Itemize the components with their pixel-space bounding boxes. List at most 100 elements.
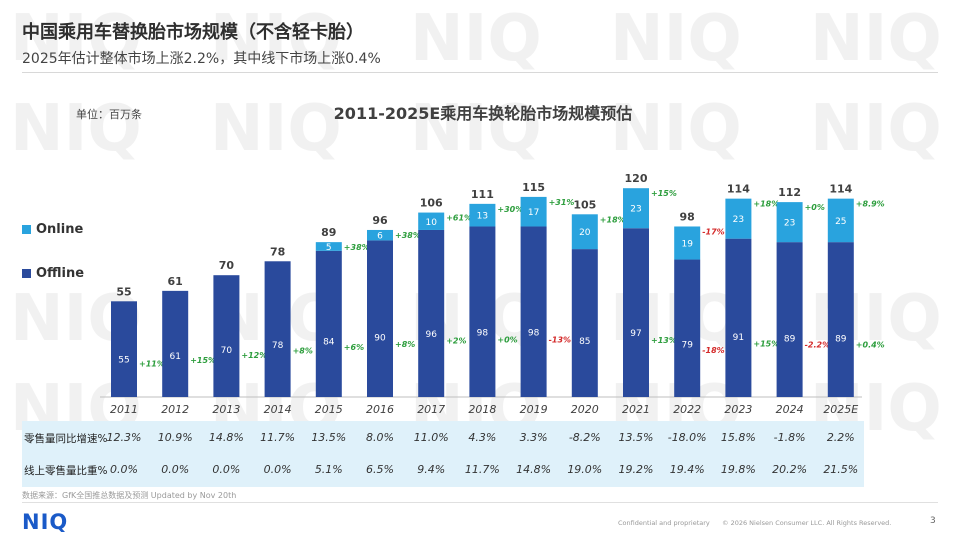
table-row-online-share: 线上零售量比重% 0.0% 0.0% 0.0% 0.0% 5.1% 6.5% 9.4% 11.… bbox=[22, 453, 864, 487]
page-title: 中国乘用车替换胎市场规模（不含轻卡胎） bbox=[22, 22, 364, 43]
bar-online-2017 bbox=[418, 212, 445, 230]
bar-offline-2016 bbox=[367, 240, 393, 397]
offline-growth-label-2024: -2.2% bbox=[805, 340, 831, 349]
table-cell-1-2020: 19.0% bbox=[567, 463, 603, 476]
online-value-label-2018: 13 bbox=[477, 212, 488, 222]
legend-label-offline: Offline bbox=[36, 265, 85, 281]
chart-title: 2011-2025E乘用车换轮胎市场规模预估 bbox=[333, 104, 633, 123]
offline-growth-label-2022: -18% bbox=[702, 346, 724, 355]
bar-online-2024 bbox=[776, 202, 803, 243]
table-cell-1-2016: 6.5% bbox=[366, 463, 394, 476]
bar-offline-2018 bbox=[469, 226, 496, 397]
online-growth-label-2020: +18% bbox=[600, 215, 626, 224]
total-label-2011: 55 bbox=[116, 285, 131, 298]
x-tick-label-2023: 2023 bbox=[724, 403, 752, 416]
offline-value-label-2016: 90 bbox=[374, 334, 386, 344]
total-label-2018: 111 bbox=[471, 188, 494, 201]
x-tick-label-2024: 2024 bbox=[776, 403, 804, 416]
row-label-online-share: 线上零售量比重% bbox=[24, 464, 108, 477]
offline-value-label-2012: 61 bbox=[169, 352, 180, 362]
table-row-yoy: 零售量同比增速% 12.3% 10.9% 14.8% 11.7% 13.5% 8.0% 11… bbox=[22, 421, 864, 455]
bar-offline-2014 bbox=[264, 261, 291, 397]
table-cell-0-2020: -8.2% bbox=[568, 431, 601, 444]
total-label-2021: 120 bbox=[625, 172, 648, 185]
bar-offline-2019 bbox=[520, 226, 547, 397]
online-growth-label-2017: +61% bbox=[446, 214, 472, 223]
table-cell-0-2023: 15.8% bbox=[720, 431, 756, 444]
table-cell-0-2019: 3.3% bbox=[519, 431, 548, 444]
bar-online-2025E bbox=[827, 198, 854, 243]
table-cell-1-2012: 0.0% bbox=[161, 463, 190, 476]
offline-value-label-2018: 98 bbox=[477, 329, 489, 339]
table-cell-0-2012: 10.9% bbox=[157, 431, 193, 444]
offline-growth-label-2023: +15% bbox=[753, 339, 779, 348]
chart-legend: Online Offline bbox=[22, 218, 84, 306]
total-label-2016: 96 bbox=[372, 214, 388, 227]
data-source: 数据来源：GfK全国推总数据及预测 Updated by Nov 20th bbox=[22, 491, 237, 500]
total-label-2020: 105 bbox=[573, 198, 596, 211]
total-label-2023: 114 bbox=[727, 183, 750, 196]
x-tick-label-2018: 2018 bbox=[468, 403, 496, 416]
bar-offline-2015 bbox=[315, 250, 342, 397]
footer-divider bbox=[22, 502, 938, 503]
table-cell-1-2018: 11.7% bbox=[464, 463, 500, 476]
total-label-2017: 106 bbox=[420, 197, 443, 210]
x-tick-label-2021: 2021 bbox=[622, 403, 650, 416]
table-cell-1-2015: 5.1% bbox=[314, 463, 343, 476]
online-value-label-2015: 5 bbox=[326, 243, 332, 253]
table-cell-1-2024: 20.2% bbox=[772, 463, 808, 476]
online-value-label-2024: 23 bbox=[784, 219, 795, 229]
offline-growth-label-2018: +0% bbox=[497, 335, 517, 344]
online-growth-label-2024: +0% bbox=[805, 203, 825, 212]
x-tick-label-2015: 2015 bbox=[315, 403, 343, 416]
bar-online-2022 bbox=[674, 226, 701, 260]
total-label-2012: 61 bbox=[168, 275, 183, 288]
table-cell-0-2021: 13.5% bbox=[618, 431, 654, 444]
offline-value-label-2020: 85 bbox=[579, 337, 590, 347]
table-cell-1-2011: 0.0% bbox=[110, 463, 138, 476]
total-label-2022: 98 bbox=[680, 210, 695, 223]
bar-offline-2011 bbox=[111, 301, 137, 397]
offline-value-label-2021: 97 bbox=[630, 329, 641, 339]
total-label-2019: 115 bbox=[522, 181, 545, 194]
table-cell-0-2013: 14.8% bbox=[208, 431, 244, 444]
x-tick-label-2014: 2014 bbox=[264, 403, 292, 416]
table-cell-0-2015: 13.5% bbox=[311, 431, 347, 444]
niq-logo: NIQ bbox=[22, 510, 69, 534]
total-label-2015: 89 bbox=[321, 226, 336, 239]
offline-growth-label-2025E: +0.4% bbox=[856, 340, 885, 349]
legend-label-online: Online bbox=[36, 221, 84, 237]
unit-label: 单位：百万条 bbox=[76, 108, 142, 121]
online-value-label-2016: 6 bbox=[377, 232, 383, 242]
table-cell-0-2022: -18.0% bbox=[667, 431, 707, 444]
title-divider bbox=[22, 72, 938, 73]
table-cell-0-2014: 11.7% bbox=[260, 431, 296, 444]
x-tick-label-2025E: 2025E bbox=[823, 403, 858, 416]
legend-item-online: Online bbox=[22, 218, 84, 240]
x-tick-label-2020: 2020 bbox=[571, 403, 599, 416]
online-growth-label-2018: +30% bbox=[497, 205, 523, 214]
bar-online-2015 bbox=[315, 242, 342, 251]
bar-online-2018 bbox=[469, 203, 496, 227]
online-growth-label-2025E: +8.9% bbox=[856, 200, 885, 209]
offline-growth-label-2015: +6% bbox=[344, 343, 364, 352]
offline-value-label-2014: 78 bbox=[272, 341, 284, 351]
table-cell-1-2023: 19.8% bbox=[720, 463, 756, 476]
online-value-label-2021: 23 bbox=[630, 205, 641, 215]
online-value-label-2020: 20 bbox=[579, 228, 591, 238]
bar-online-2020 bbox=[571, 214, 598, 250]
table-cell-1-2019: 14.8% bbox=[516, 463, 552, 476]
table-cell-0-2017: 11.0% bbox=[413, 431, 449, 444]
online-value-label-2022: 19 bbox=[681, 240, 693, 250]
x-tick-label-2019: 2019 bbox=[520, 403, 548, 416]
x-tick-label-2011: 2011 bbox=[110, 403, 138, 416]
offline-growth-label-2019: -13% bbox=[549, 335, 571, 344]
total-label-2025E: 114 bbox=[829, 183, 852, 196]
table-cell-1-2021: 19.2% bbox=[618, 463, 654, 476]
online-value-label-2019: 17 bbox=[528, 208, 539, 218]
x-tick-label-2013: 2013 bbox=[212, 403, 240, 416]
offline-value-label-2017: 96 bbox=[425, 330, 437, 340]
bar-offline-2024 bbox=[776, 242, 803, 397]
offline-value-label-2024: 89 bbox=[784, 334, 796, 344]
table-cell-1-2025E: 21.5% bbox=[823, 463, 859, 476]
